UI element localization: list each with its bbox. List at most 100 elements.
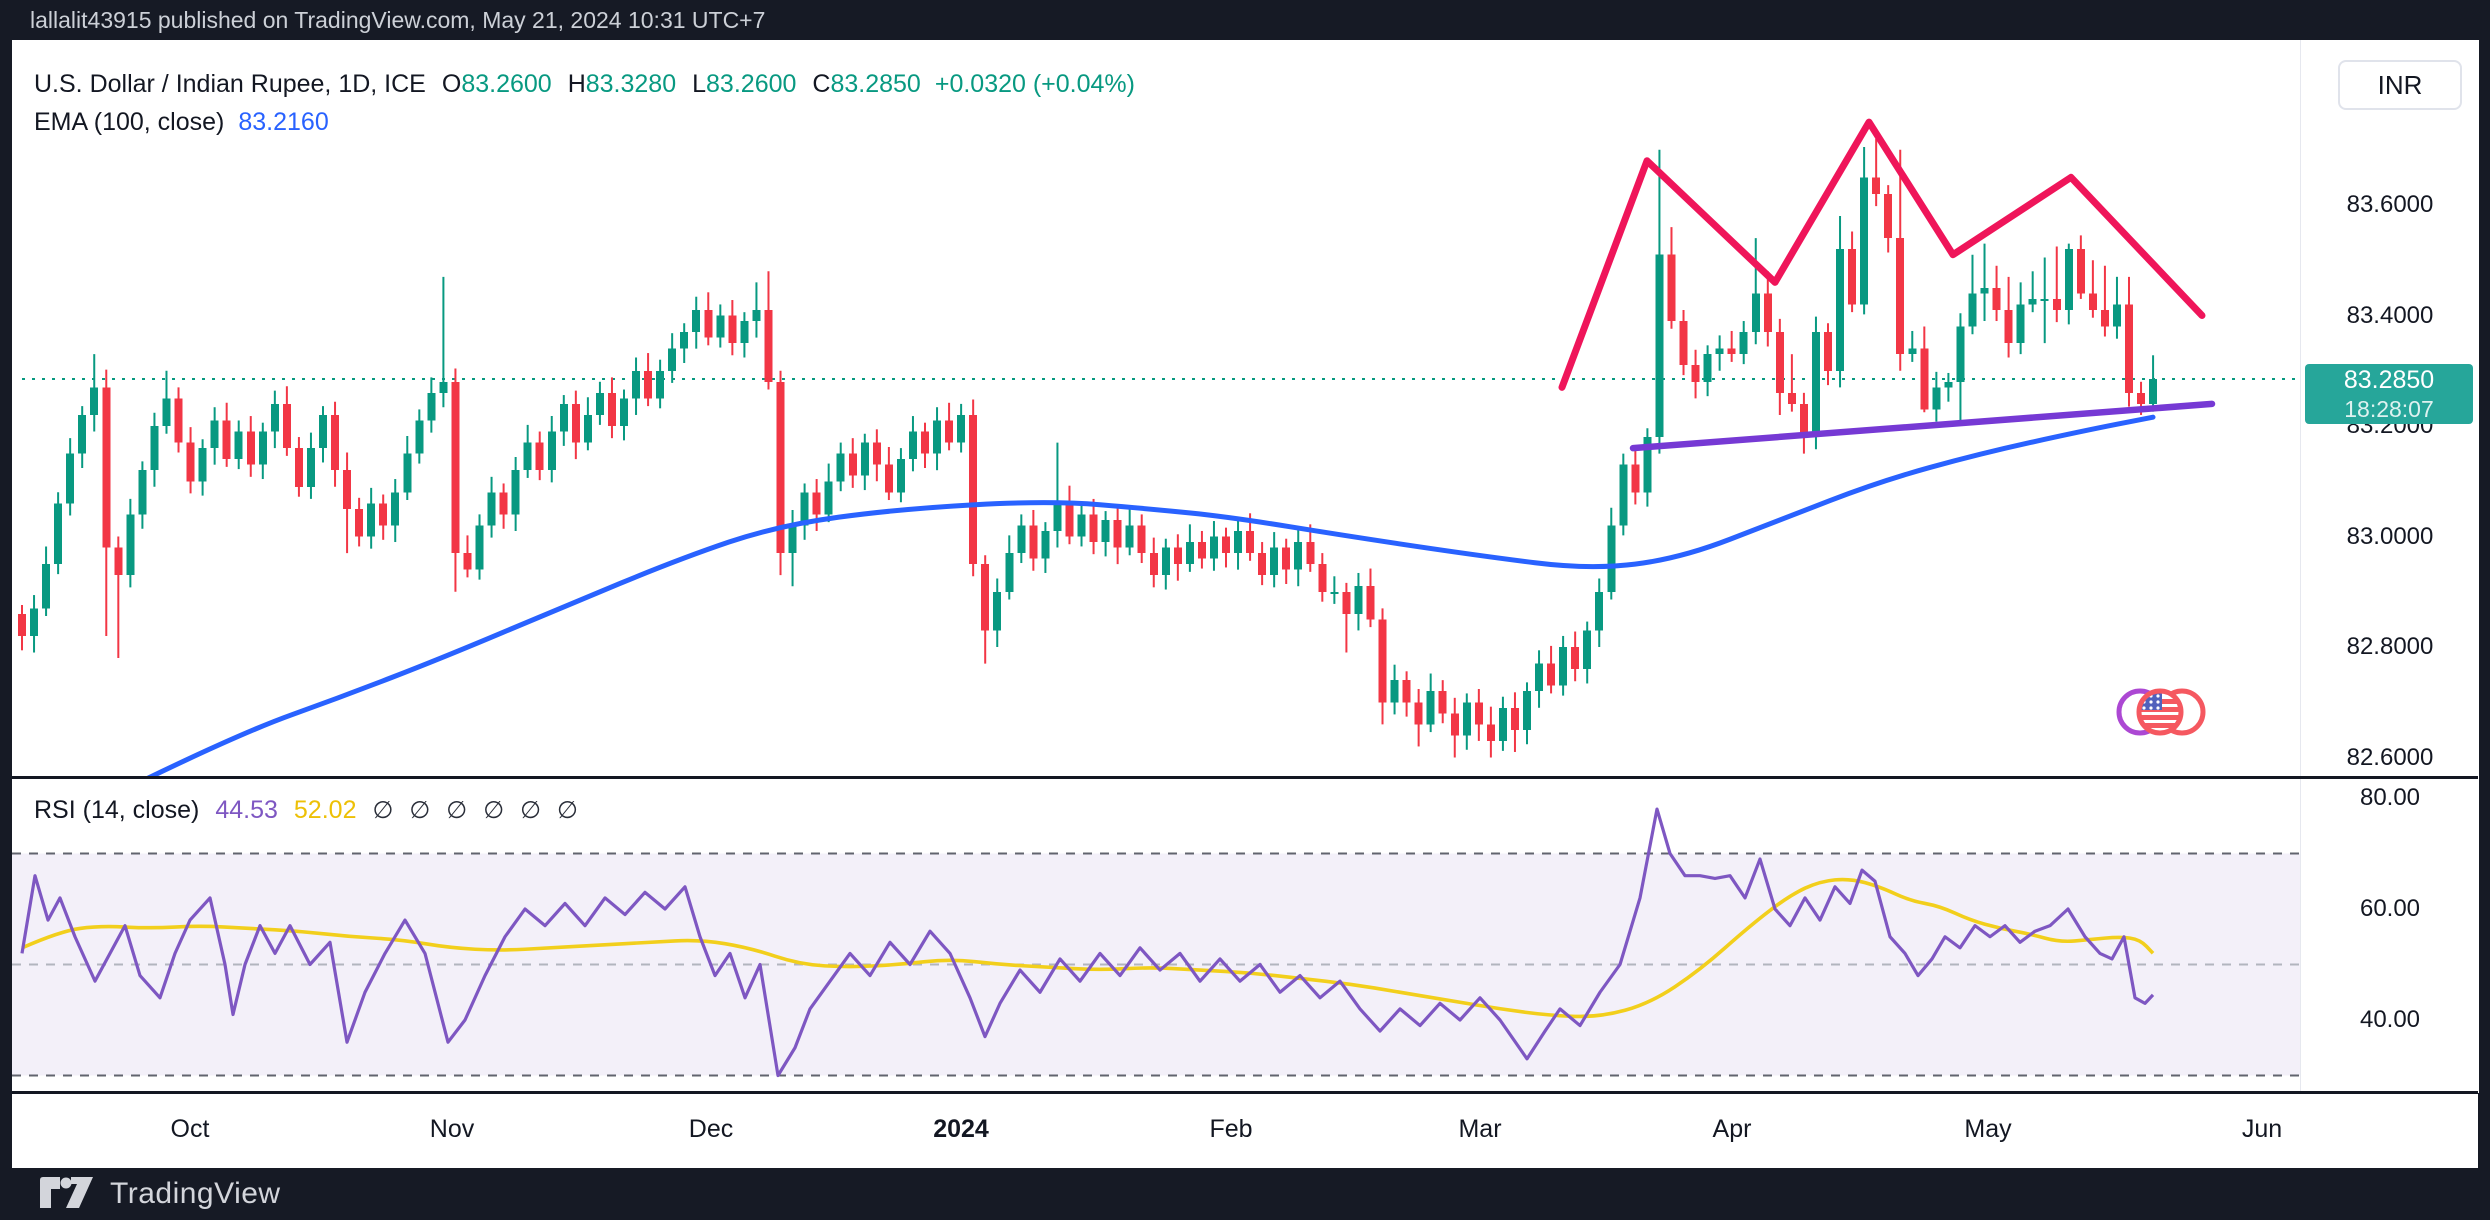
rsi-label: RSI (14, close) bbox=[34, 796, 200, 824]
rsi-ma-value: 52.02 bbox=[293, 796, 357, 824]
ohlc-O: O83.2600 bbox=[441, 70, 552, 98]
candle-body bbox=[1655, 254, 1664, 438]
rsi-line bbox=[20, 807, 2155, 1078]
candle-body bbox=[535, 442, 544, 471]
candle-body bbox=[282, 403, 291, 449]
candle-body bbox=[969, 414, 978, 565]
candle-body bbox=[704, 309, 713, 338]
ohlc-values: O83.2600 H83.3280 L83.2600 C83.2850 bbox=[426, 70, 921, 99]
candle-body bbox=[1607, 525, 1616, 592]
candle-body bbox=[1896, 238, 1905, 355]
trendline-drawing[interactable] bbox=[1629, 400, 2216, 452]
candle-body bbox=[1246, 530, 1255, 554]
candle-body bbox=[1535, 663, 1544, 692]
candle-body bbox=[824, 481, 833, 515]
candle-body bbox=[114, 547, 123, 576]
rsi-value: 44.53 bbox=[215, 796, 278, 824]
time-axis-label-May: May bbox=[1964, 1115, 2012, 1143]
candle-body bbox=[632, 370, 641, 399]
candle-body bbox=[752, 309, 761, 322]
candle-body bbox=[957, 414, 966, 443]
candle-body bbox=[294, 448, 303, 487]
candle-body bbox=[150, 426, 159, 471]
candle-body bbox=[1065, 503, 1074, 537]
candle-body bbox=[1848, 249, 1857, 305]
zigzag-pattern-drawing[interactable] bbox=[1558, 118, 2206, 391]
currency-toggle-button[interactable]: INR bbox=[2338, 60, 2462, 110]
candle-body bbox=[1089, 514, 1098, 543]
candle-body bbox=[1041, 530, 1050, 559]
candle-body bbox=[258, 431, 267, 465]
candle-body bbox=[319, 414, 327, 449]
rsi-empty-slot-icon: ∅ bbox=[483, 797, 505, 824]
candle-body bbox=[692, 309, 701, 333]
candle-body bbox=[1270, 547, 1279, 576]
candle-body bbox=[1366, 586, 1375, 620]
candle-body bbox=[1258, 553, 1267, 576]
pane-divider[interactable] bbox=[12, 776, 2478, 779]
candle-body bbox=[1330, 591, 1339, 594]
candle-body bbox=[1908, 348, 1917, 355]
rsi-legend: RSI (14, close) 44.53 52.02 ∅ ∅ ∅ ∅ ∅ ∅ bbox=[34, 796, 578, 825]
candle-body bbox=[1872, 177, 1881, 194]
candle-body bbox=[656, 370, 665, 399]
price-change: +0.0320 (+0.04%) bbox=[934, 70, 1135, 98]
candle-body bbox=[1595, 591, 1604, 631]
candle-body bbox=[463, 553, 472, 570]
rsi-axis-label: 40.00 bbox=[2359, 1006, 2421, 1033]
candle-body bbox=[1125, 525, 1134, 548]
candle-body bbox=[1667, 254, 1676, 322]
rsi-empty-slot-icon: ∅ bbox=[409, 797, 431, 824]
rsi-axis-label: 80.00 bbox=[2359, 784, 2421, 811]
price-axis[interactable]: 83.2850 18:28:07 83.6000 83.4000 83.2000 83… bbox=[2300, 40, 2479, 1093]
candle-body bbox=[1438, 691, 1447, 714]
time-axis[interactable]: Oct Nov Dec 2024 Feb Mar Apr May Jun bbox=[12, 1093, 2478, 1168]
candle-body bbox=[908, 431, 917, 460]
candle-body bbox=[1185, 542, 1194, 565]
main-price-pane[interactable] bbox=[12, 40, 2300, 778]
candle-body bbox=[78, 414, 87, 454]
price-axis-label: 83.4000 bbox=[2346, 301, 2434, 329]
candle-body bbox=[1992, 287, 2001, 310]
current-price-badge: 83.2850 18:28:07 bbox=[2305, 364, 2473, 425]
candle-body bbox=[475, 525, 484, 570]
candle-body bbox=[90, 387, 99, 415]
candle-body bbox=[1029, 525, 1038, 559]
tradingview-logo-icon[interactable] bbox=[38, 1176, 96, 1212]
pane-divider[interactable] bbox=[12, 1091, 2478, 1094]
candle-body bbox=[1197, 542, 1206, 559]
time-axis-label-Apr: Apr bbox=[1712, 1115, 1752, 1143]
candle-body bbox=[1787, 392, 1796, 404]
candle-body bbox=[1956, 326, 1965, 382]
candle-body bbox=[812, 492, 821, 515]
rsi-indicator-pane[interactable] bbox=[12, 778, 2300, 1093]
candle-body bbox=[198, 448, 207, 482]
candle-body bbox=[1547, 663, 1556, 686]
rsi-empty-slot-icon: ∅ bbox=[372, 797, 394, 824]
candle-body bbox=[1884, 193, 1893, 239]
candle-body bbox=[668, 348, 677, 371]
candle-body bbox=[1860, 177, 1869, 305]
candle-body bbox=[680, 332, 689, 349]
candle-body bbox=[1619, 464, 1628, 526]
candle-body bbox=[607, 392, 616, 426]
tradingview-wordmark[interactable]: TradingView bbox=[110, 1177, 281, 1210]
time-axis-label-Jun: Jun bbox=[2241, 1115, 2283, 1143]
candle-body bbox=[54, 503, 63, 565]
candle-body bbox=[2052, 298, 2061, 310]
candle-body bbox=[1234, 530, 1243, 554]
candle-body bbox=[1811, 332, 1820, 438]
attribution-bar: lallalit43915 published on TradingView.c… bbox=[0, 0, 2490, 40]
ohlc-H: H83.3280 bbox=[567, 70, 677, 98]
candle-body bbox=[1836, 249, 1845, 371]
candle-body bbox=[234, 431, 243, 460]
candle-body bbox=[439, 381, 448, 393]
candle-body bbox=[1426, 691, 1435, 725]
candle-body bbox=[403, 453, 412, 493]
candle-body bbox=[162, 398, 171, 426]
candle-body bbox=[1161, 547, 1170, 576]
candle-body bbox=[222, 420, 231, 460]
candle-body bbox=[884, 464, 893, 493]
candle-body bbox=[728, 315, 737, 344]
